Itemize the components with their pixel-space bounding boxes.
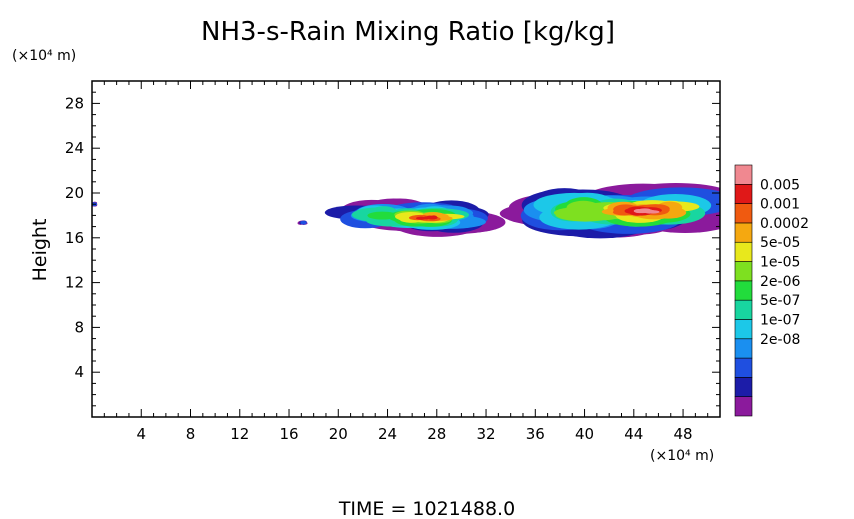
colorbar-swatch xyxy=(734,319,753,340)
colorbar-swatch xyxy=(734,203,753,224)
cloud-small-17 xyxy=(297,220,308,225)
colorbar-label: 1e-05 xyxy=(760,255,800,271)
heatmap-cell xyxy=(427,216,438,220)
y-unit-label: (×10⁴ m) xyxy=(12,48,76,64)
colorbar-swatch xyxy=(734,164,753,185)
colorbar-swatch xyxy=(734,338,753,359)
colorbar-label: 0.0002 xyxy=(760,216,809,232)
cloud-right xyxy=(499,182,720,239)
colorbar-label: 0.001 xyxy=(760,197,800,213)
colorbar-swatch xyxy=(734,222,753,243)
colorbar-swatch xyxy=(734,184,753,204)
y-tick-label: 20 xyxy=(65,184,84,202)
colorbar: 0.005 0.001 0.0002 5e-05 1e-05 2e-06 5e-07 1e-0… xyxy=(734,164,809,417)
x-tick-label: 48 xyxy=(674,425,693,443)
colorbar-swatch xyxy=(734,396,753,417)
y-tick-label: 8 xyxy=(74,318,84,336)
plot-frame xyxy=(91,80,721,418)
colorbar-swatch xyxy=(734,299,753,320)
y-tick-label: 24 xyxy=(65,139,84,157)
heatmap-data xyxy=(92,182,720,239)
x-tick-label: 40 xyxy=(575,425,594,443)
heatmap-cell xyxy=(415,216,427,220)
y-axis-label: Height xyxy=(29,219,51,282)
x-tick-label: 36 xyxy=(526,425,545,443)
chart-title: NH3-s-Rain Mixing Ratio [kg/kg] xyxy=(201,17,615,47)
colorbar-swatch xyxy=(734,280,753,301)
colorbar-swatch xyxy=(734,261,753,282)
y-tick-label: 4 xyxy=(74,363,84,381)
x-tick-label: 24 xyxy=(378,425,397,443)
colorbar-swatch xyxy=(734,377,753,397)
x-tick-label: 32 xyxy=(476,425,495,443)
heatmap-cell xyxy=(301,220,306,224)
colorbar-label: 5e-05 xyxy=(760,235,800,251)
x-unit-label: (×10⁴ m) xyxy=(650,448,714,464)
colorbar-swatch xyxy=(734,357,753,378)
colorbar-label: 2e-06 xyxy=(760,274,800,290)
cloud-center xyxy=(324,198,506,237)
x-tick-label: 8 xyxy=(186,425,196,443)
colorbar-label: 2e-08 xyxy=(760,332,800,348)
time-label: TIME = 1021488.0 xyxy=(338,498,515,519)
colorbar-label: 1e-07 xyxy=(760,312,800,328)
x-tick-label: 28 xyxy=(427,425,446,443)
x-tick-label: 20 xyxy=(329,425,348,443)
heatmap-cell xyxy=(638,208,651,212)
y-tick-label: 16 xyxy=(65,229,84,247)
x-tick-label: 44 xyxy=(624,425,643,443)
x-tick-label: 4 xyxy=(136,425,146,443)
heatmap-cell xyxy=(624,208,638,214)
colorbar-swatch xyxy=(734,241,753,262)
colorbar-label: 5e-07 xyxy=(760,293,800,309)
colorbar-label: 0.005 xyxy=(760,177,800,193)
y-tick-label: 28 xyxy=(65,94,84,112)
y-tick-label: 12 xyxy=(65,274,84,292)
x-tick-label: 16 xyxy=(279,425,298,443)
x-tick-label: 12 xyxy=(230,425,249,443)
